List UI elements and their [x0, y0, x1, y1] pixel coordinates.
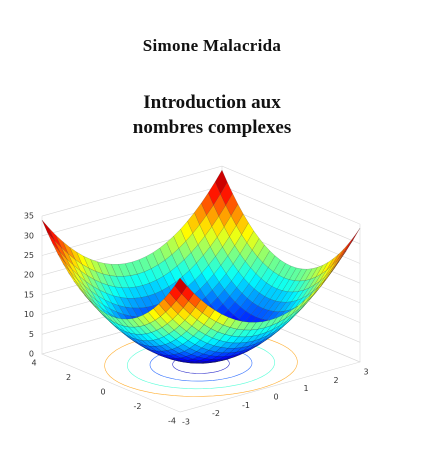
surface-patch — [337, 242, 350, 261]
title-line: Introduction aux — [143, 92, 281, 113]
z-tick-label: 35 — [24, 212, 34, 221]
author: Simone Malacrida — [142, 36, 282, 55]
y-tick-label: 1 — [303, 384, 308, 393]
x-tick-label: 4 — [31, 359, 36, 368]
z-tick-label: 15 — [24, 290, 34, 299]
surface-patch — [347, 228, 361, 248]
y-tick-label: -3 — [182, 418, 190, 427]
surface-patch — [41, 219, 55, 241]
title-line: nombres complexes — [132, 117, 292, 138]
surface-patch — [174, 277, 188, 294]
surface-patch — [342, 235, 355, 255]
y-tick-label: 3 — [363, 368, 368, 377]
z-tick-label: 0 — [29, 350, 34, 359]
y-tick-label: 2 — [333, 376, 338, 385]
x-tick-label: -4 — [168, 417, 176, 426]
z-tick-label: 10 — [24, 310, 34, 319]
y-tick-label: -1 — [242, 401, 250, 410]
z-tick-label: 5 — [29, 330, 34, 339]
box-grid — [41, 165, 361, 225]
x-tick-label: 2 — [66, 373, 71, 382]
x-tick-label: -2 — [134, 402, 142, 411]
z-tick-label: 25 — [24, 251, 34, 260]
z-tick-label: 20 — [24, 271, 34, 280]
z-tick-label: 30 — [24, 231, 34, 240]
x-tick-label: 0 — [100, 388, 105, 397]
y-tick-label: -2 — [212, 409, 220, 418]
y-tick-label: 0 — [273, 393, 278, 402]
